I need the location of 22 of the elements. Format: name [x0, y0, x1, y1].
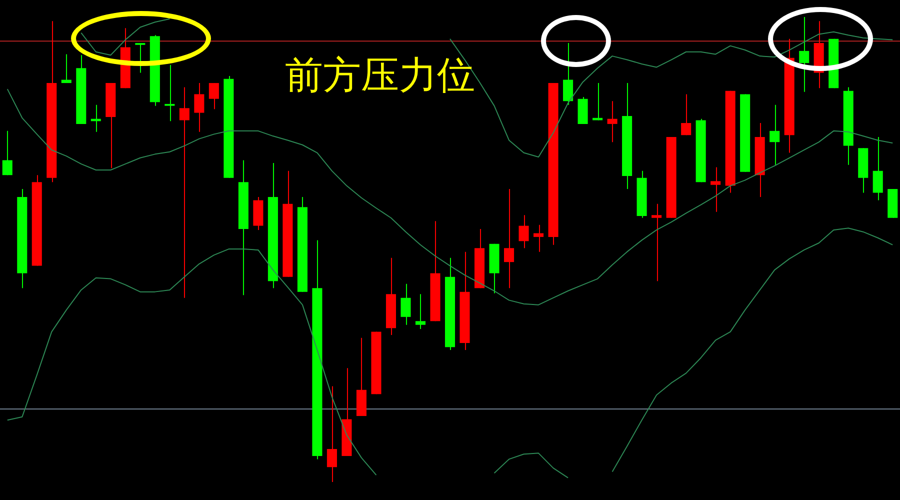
- candlestick: [872, 136, 883, 201]
- candlestick: [179, 86, 190, 298]
- candlestick: [710, 166, 721, 212]
- candlestick: [194, 82, 204, 132]
- candlestick: [607, 100, 618, 143]
- candlestick: [326, 386, 337, 482]
- candlestick: [415, 294, 426, 330]
- candlestick: [504, 188, 514, 289]
- annotation: 前方压力位: [285, 52, 475, 97]
- candlestick: [770, 104, 780, 166]
- candlestick: [208, 82, 219, 110]
- candlestick: [563, 42, 574, 106]
- candlestick: [135, 42, 146, 74]
- candlestick: [534, 224, 544, 252]
- candlestick: [61, 54, 72, 84]
- candlestick: [799, 16, 810, 92]
- candlestick: [2, 130, 12, 176]
- candlestick: [652, 203, 662, 282]
- candlestick: [681, 94, 692, 136]
- candlestick: [400, 283, 411, 326]
- candlestick: [518, 214, 529, 249]
- candlestick: [164, 64, 175, 122]
